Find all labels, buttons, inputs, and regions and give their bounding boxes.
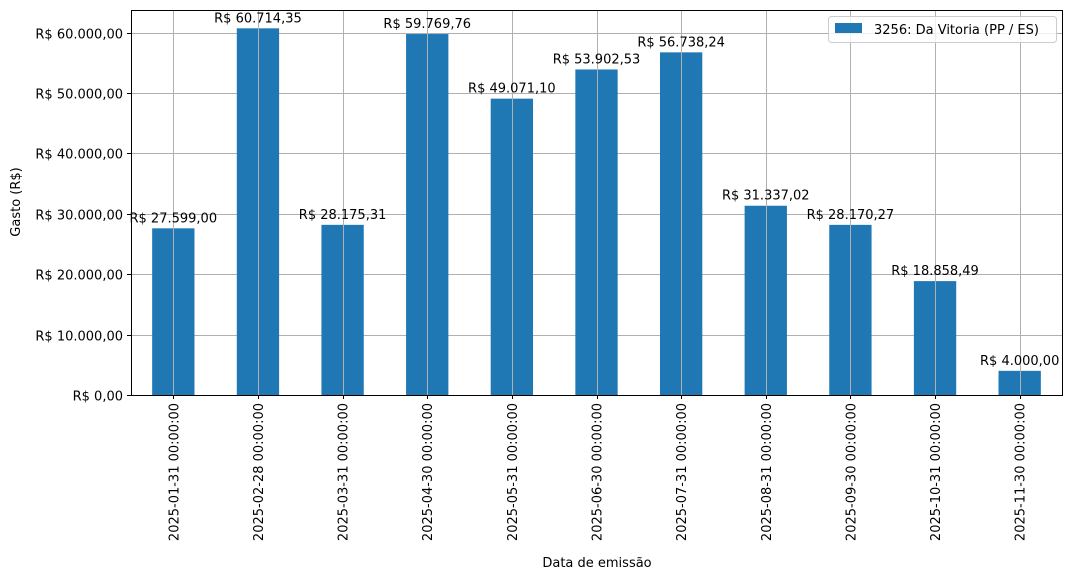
bar xyxy=(744,205,787,395)
legend-box xyxy=(828,16,1057,43)
x-axis-label: Data de emissão xyxy=(542,556,651,571)
bar-value-label: R$ 18.858,49 xyxy=(891,264,979,279)
bar-value-label: R$ 53.902,53 xyxy=(553,52,641,67)
bar-value-label: R$ 49.071,10 xyxy=(468,82,556,97)
x-tick-label: 2025-07-31 00:00:00 xyxy=(675,403,690,541)
x-tick-label: 2025-05-31 00:00:00 xyxy=(506,403,521,541)
bar xyxy=(321,224,364,395)
x-tick-label: 2025-01-31 00:00:00 xyxy=(167,403,182,541)
y-tick-label: R$ 0,00 xyxy=(73,390,123,405)
x-axis: 2025-01-31 00:00:00 2025-02-28 00:00:00 20… xyxy=(167,395,1029,541)
x-tick-label: 2025-04-30 00:00:00 xyxy=(421,403,436,541)
bar-value-label: R$ 56.738,24 xyxy=(637,35,725,50)
bar-value-label: R$ 31.337,02 xyxy=(722,189,810,204)
y-tick-label: R$ 60.000,00 xyxy=(35,28,123,43)
bar xyxy=(490,98,534,395)
x-tick-label: 2025-09-30 00:00:00 xyxy=(844,403,859,541)
legend-swatch xyxy=(835,23,862,33)
bar xyxy=(575,69,618,395)
x-tick-label: 2025-08-31 00:00:00 xyxy=(760,403,775,541)
y-axis: R$ 0,00 R$ 10.000,00 R$ 20.000,00 R$ 30.000… xyxy=(35,28,131,405)
x-tick-label: 2025-02-28 00:00:00 xyxy=(252,403,267,541)
y-tick-label: R$ 40.000,00 xyxy=(35,148,123,163)
y-tick-label: R$ 10.000,00 xyxy=(35,330,123,345)
bars xyxy=(152,28,1041,396)
bar-value-label: R$ 4.000,00 xyxy=(980,354,1059,369)
y-tick-label: R$ 50.000,00 xyxy=(35,88,123,103)
x-tick-label: 2025-03-31 00:00:00 xyxy=(337,403,352,541)
y-tick-label: R$ 30.000,00 xyxy=(35,209,123,224)
x-tick-label: 2025-10-31 00:00:00 xyxy=(929,403,944,541)
bar-value-label: R$ 27.599,00 xyxy=(130,211,218,226)
bar xyxy=(998,370,1041,395)
x-tick-label: 2025-06-30 00:00:00 xyxy=(591,403,606,541)
bar-value-label: R$ 28.175,31 xyxy=(299,208,387,223)
bar-value-label: R$ 60.714,35 xyxy=(214,11,302,26)
legend: 3256: Da Vitoria (PP / ES) xyxy=(828,16,1057,43)
y-tick-label: R$ 20.000,00 xyxy=(35,269,123,284)
bar-value-label: R$ 59.769,76 xyxy=(383,17,471,32)
legend-label: 3256: Da Vitoria (PP / ES) xyxy=(874,23,1039,38)
bar-value-labels: R$ 27.599,00 R$ 60.714,35 R$ 28.175,31 R$ 5… xyxy=(130,10,1059,395)
bar xyxy=(236,28,280,395)
bar-value-label: R$ 28.170,27 xyxy=(807,208,895,223)
x-tick-label: 2025-11-30 00:00:00 xyxy=(1014,403,1029,541)
y-axis-label: Gasto (R$) xyxy=(9,167,24,236)
